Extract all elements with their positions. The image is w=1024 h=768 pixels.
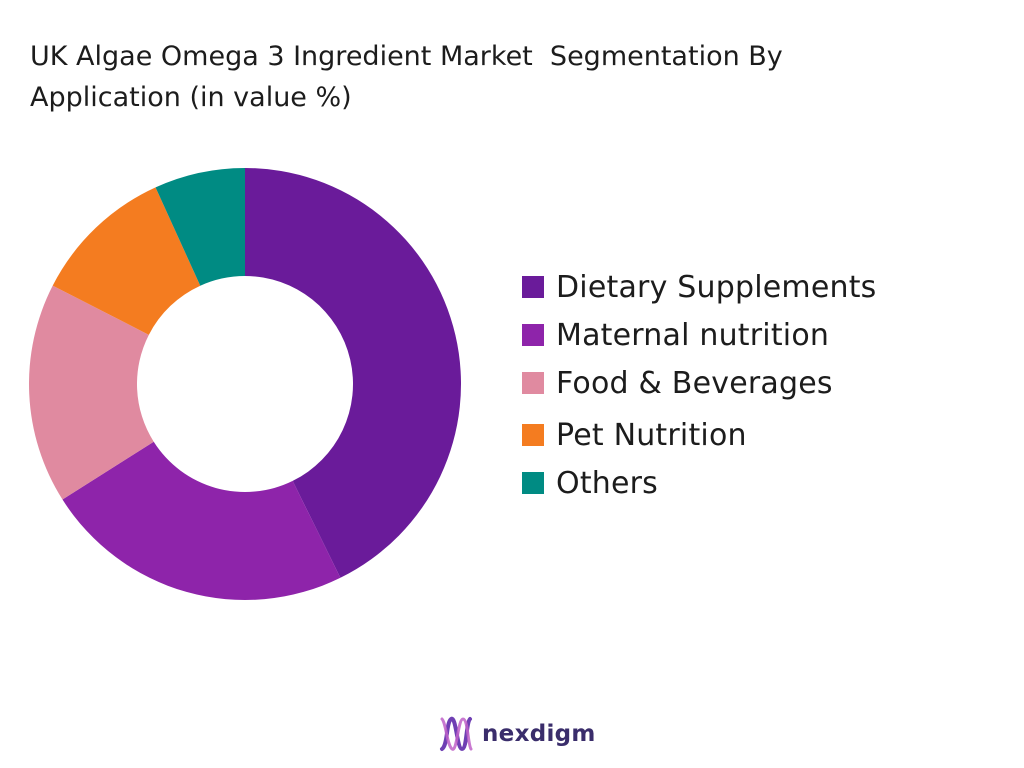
- legend-label: Others: [556, 465, 659, 501]
- legend-swatch: [522, 276, 544, 298]
- chart-title: UK Algae Omega 3 Ingredient Market Segme…: [30, 41, 783, 113]
- legend-swatch: [522, 372, 544, 394]
- legend-item: Maternal nutrition: [522, 311, 877, 359]
- brand-name: nexdigm: [482, 721, 596, 747]
- legend-item: Others: [522, 459, 877, 507]
- legend-label: Food & Beverages: [556, 365, 833, 401]
- legend-label: Dietary Supplements: [556, 269, 877, 305]
- legend-swatch: [522, 472, 544, 494]
- chart-legend: Dietary Supplements Maternal nutrition Foo…: [522, 263, 877, 507]
- legend-item: Dietary Supplements: [522, 263, 877, 311]
- slice-maternal-nutrition: [62, 441, 341, 600]
- legend-label: Pet Nutrition: [556, 417, 747, 453]
- slice-dietary-supplements: [245, 168, 461, 578]
- nexdigm-logo-icon: [440, 716, 473, 752]
- legend-label: Maternal nutrition: [556, 317, 830, 353]
- brand-logo: nexdigm: [438, 714, 596, 754]
- slice-others: [155, 168, 245, 286]
- slice-pet-nutrition: [52, 187, 201, 335]
- legend-swatch: [522, 424, 544, 446]
- slice-food-beverages: [28, 285, 154, 500]
- legend-swatch: [522, 324, 544, 346]
- legend-item: Food & Beverages: [522, 359, 877, 407]
- legend-item: Pet Nutrition: [522, 411, 877, 459]
- donut-chart: [28, 168, 461, 600]
